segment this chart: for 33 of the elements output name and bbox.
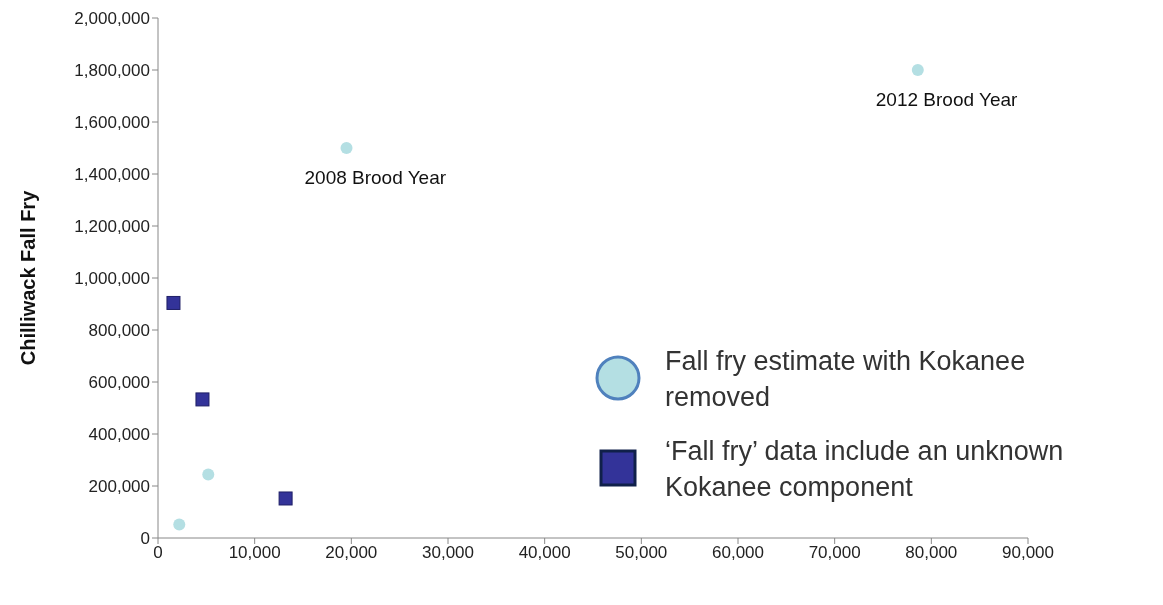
annotation: 2012 Brood Year [875, 89, 1019, 110]
x-tick-label: 30,000 [422, 543, 474, 563]
x-tick-label: 20,000 [325, 543, 378, 563]
point [278, 491, 293, 506]
x-tick-label: 50,000 [615, 543, 668, 563]
y-tick-label: 0 [140, 529, 150, 549]
point [911, 64, 924, 76]
y-tick-label: 600,000 [88, 373, 150, 393]
y-tick-label: 200,000 [88, 477, 150, 497]
point [202, 468, 215, 481]
x-tick-label: 80,000 [905, 543, 958, 563]
y-tick-label: 1,600,000 [74, 113, 150, 133]
y-tick-label: 1,200,000 [74, 217, 150, 237]
point [195, 392, 210, 407]
y-tick-label: 1,800,000 [74, 61, 150, 81]
y-tick-label: 1,400,000 [74, 165, 150, 185]
y-tick-label: 2,000,000 [74, 9, 150, 29]
x-tick-label: 70,000 [808, 543, 861, 563]
legend-label: ‘Fall fry’ data include an unknown Kokanee component [665, 435, 1065, 504]
y-axis-title: Chilliwack Fall Fry [17, 189, 40, 366]
point [173, 518, 186, 531]
y-tick-label: 400,000 [88, 425, 150, 445]
x-tick-label: 90,000 [1002, 543, 1054, 563]
y-tick-label: 800,000 [88, 321, 150, 341]
point [340, 142, 353, 154]
x-tick-label: 40,000 [518, 543, 571, 563]
y-tick-label: 1,000,000 [74, 269, 150, 289]
x-tick-label: 60,000 [712, 543, 764, 563]
annotation: 2008 Brood Year [304, 167, 447, 188]
legend-label: Fall fry estimate with Kokanee removed [665, 345, 1027, 414]
x-tick-label: 0 [153, 543, 163, 563]
point [166, 295, 181, 310]
x-tick-label: 10,000 [228, 543, 281, 563]
